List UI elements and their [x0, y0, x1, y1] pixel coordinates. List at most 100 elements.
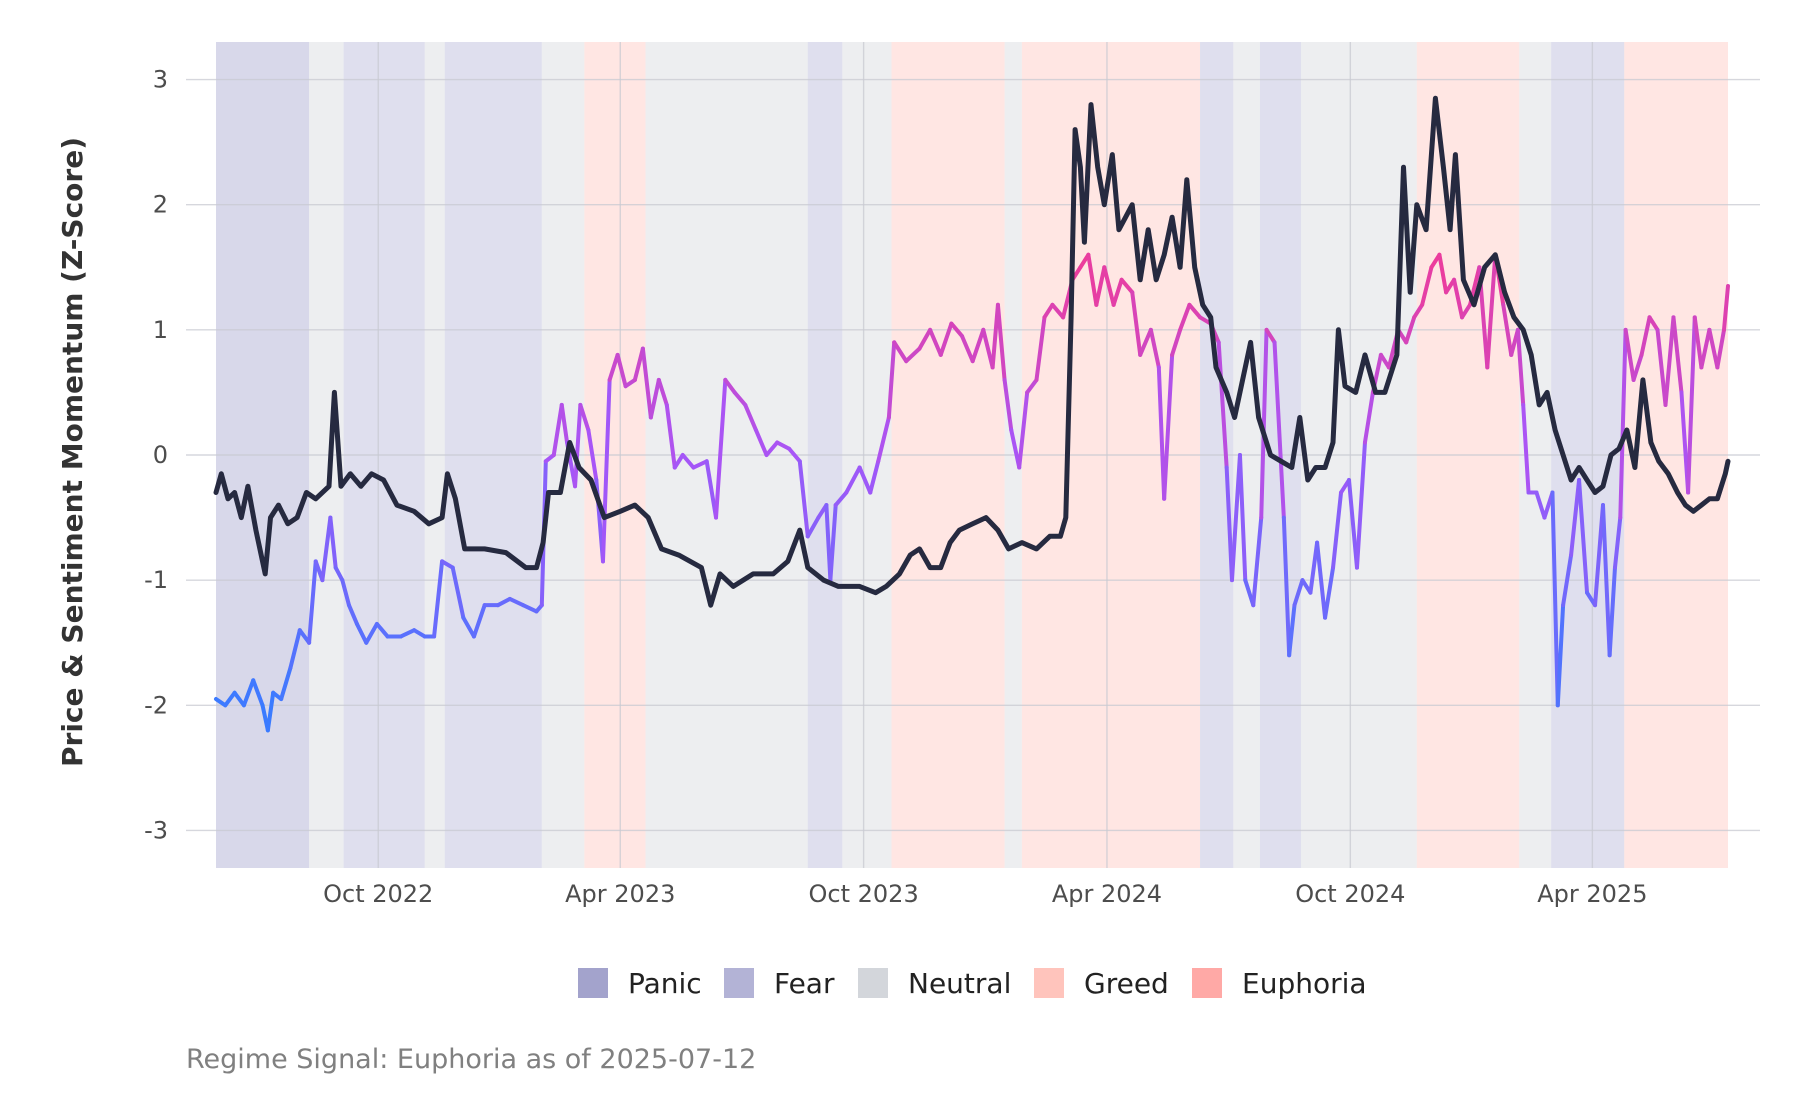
sentiment-line-segment — [1315, 540, 1328, 620]
sentiment-line-segment — [1264, 327, 1277, 345]
y-tick-label: -3 — [144, 816, 168, 844]
sentiment-line-segment — [1187, 302, 1203, 320]
price-series-line — [213, 95, 1731, 608]
sentiment-line-segment — [1686, 315, 1697, 495]
legend-item-panic: Panic — [578, 967, 702, 1000]
legend-swatch — [724, 968, 754, 998]
sentiment-line-segment — [1148, 327, 1161, 370]
sentiment-line-segment — [1111, 277, 1124, 307]
sentiment-line-segment — [412, 628, 427, 639]
sentiment-line-segment — [307, 559, 318, 645]
sentiment-line-segment — [1550, 490, 1560, 708]
legend: Panic Fear Neutral Greed Euphoria — [578, 967, 1367, 1000]
sentiment-line-segment — [664, 402, 677, 470]
sentiment-line-segment — [1655, 327, 1668, 407]
sentiment-line-segment — [1561, 553, 1574, 608]
legend-item-greed: Greed — [1034, 967, 1169, 1000]
sentiment-line-segment — [1094, 265, 1107, 307]
sentiment-line-segment — [288, 628, 302, 670]
sentiment-line-segment — [1354, 440, 1367, 570]
sentiment-line-segment — [680, 453, 696, 470]
sentiment-line-segment — [1130, 290, 1143, 357]
sentiment-line-segment — [1170, 327, 1183, 357]
sentiment-line-segment — [648, 377, 661, 420]
sentiment-line-segment — [1485, 252, 1498, 370]
sentiment-line-segment — [1102, 265, 1116, 307]
sentiment-line-segment — [1460, 302, 1473, 320]
sentiment-line-segment — [1281, 515, 1292, 658]
sentiment-line-segment — [723, 377, 737, 395]
y-axis-ticks: 3 2 1 0 -1 -2 -3 — [144, 66, 168, 845]
sentiment-line-segment — [1412, 302, 1425, 320]
sentiment-line-segment — [507, 596, 526, 608]
legend-label: Euphoria — [1242, 967, 1367, 1000]
sentiment-line-segment — [1347, 478, 1359, 570]
sentiment-line-segment — [279, 665, 293, 702]
sentiment-line-segment — [775, 440, 792, 451]
sentiment-line-segment — [495, 596, 512, 608]
sentiment-line-segment — [450, 565, 466, 620]
sentiment-line-segment — [981, 327, 995, 370]
legend-swatch — [578, 968, 608, 998]
sentiment-line-segment — [876, 415, 891, 464]
sentiment-line-segment — [904, 346, 922, 364]
sentiment-line-segment — [320, 515, 333, 583]
legend-label: Greed — [1084, 967, 1169, 1000]
sentiment-line-segment — [1647, 315, 1660, 332]
sentiment-line-segment — [440, 559, 455, 570]
x-tick-label: Oct 2022 — [323, 880, 433, 908]
sentiment-line-segment — [398, 628, 417, 639]
series-lines — [213, 95, 1731, 733]
sentiment-line-segment — [1323, 565, 1336, 620]
sentiment-line-segment — [1017, 390, 1030, 470]
legend-item-neutral: Neutral — [858, 967, 1011, 1000]
sentiment-line-segment — [1612, 515, 1623, 570]
sentiment-line-segment — [223, 690, 237, 708]
sentiment-line-segment — [1042, 302, 1055, 320]
sentiment-line-segment — [1437, 252, 1449, 295]
legend-label: Neutral — [908, 967, 1011, 1000]
sentiment-line-segment — [1715, 327, 1727, 370]
sentiment-line-segment — [892, 340, 909, 364]
sentiment-line-segment — [1138, 327, 1153, 357]
sentiment-line-segment — [672, 453, 685, 470]
sentiment-line-segment — [251, 678, 265, 708]
sentiment-line-segment — [764, 440, 780, 457]
sentiment-line-segment — [691, 459, 709, 470]
sentiment-line-segment — [586, 427, 599, 483]
sentiment-line-segment — [787, 446, 802, 464]
y-tick-label: 3 — [153, 66, 168, 94]
y-tick-label: -1 — [144, 566, 168, 594]
sentiment-line-segment — [1420, 265, 1434, 307]
sentiment-line-segment — [1623, 327, 1636, 382]
sentiment-line-segment — [1692, 315, 1704, 370]
sentiment-line-segment — [1224, 465, 1234, 583]
sentiment-line-segment — [432, 559, 445, 639]
sentiment-line-segment — [374, 621, 390, 639]
sentiment-line-segment — [573, 402, 583, 489]
sentiment-line-segment — [886, 340, 897, 420]
x-tick-label: Oct 2023 — [809, 880, 919, 908]
sentiment-line-segment — [346, 603, 359, 626]
y-tick-label: -2 — [144, 691, 168, 719]
sentiment-line-segment — [1699, 327, 1712, 370]
sentiment-series — [214, 252, 1730, 733]
sentiment-line-segment — [797, 459, 810, 539]
sentiment-line-segment — [970, 327, 986, 364]
sentiment-line-segment — [938, 321, 954, 357]
sentiment-line-segment — [1707, 327, 1720, 370]
sentiment-line-segment — [868, 459, 881, 495]
sentiment-line-segment — [1607, 565, 1617, 658]
legend-item-fear: Fear — [724, 967, 835, 1000]
sentiment-line-segment — [559, 402, 570, 445]
grid — [186, 42, 1760, 868]
x-tick-label: Apr 2023 — [565, 880, 675, 908]
sentiment-line-segment — [265, 690, 276, 733]
y-axis-title: Price & Sentiment Momentum (Z-Score) — [56, 137, 89, 767]
legend-swatch — [1034, 968, 1064, 998]
sentiment-line-segment — [1577, 478, 1590, 595]
sentiment-line-segment — [917, 327, 933, 351]
sentiment-line-segment — [1452, 277, 1465, 320]
sentiment-line-segment — [1331, 490, 1344, 570]
